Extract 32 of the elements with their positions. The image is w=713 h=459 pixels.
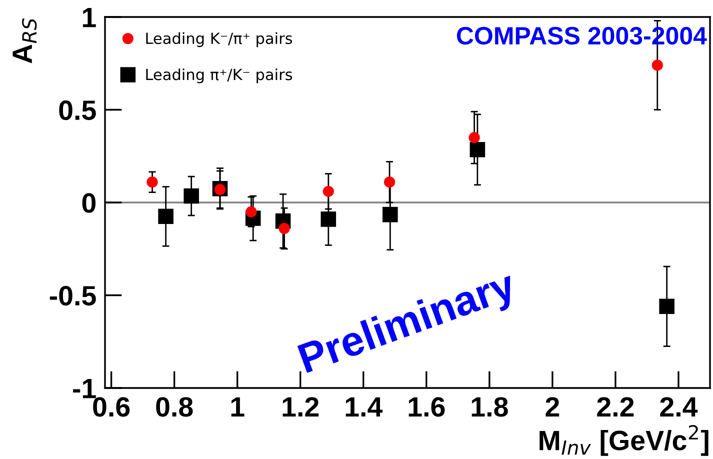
point [278, 222, 290, 234]
x-tick-label: 2.4 [660, 397, 698, 416]
y-tick-label: 0 [82, 193, 96, 213]
x-tick-label: 1 [231, 397, 244, 416]
x-tick-label: 1.4 [346, 397, 383, 416]
point [146, 176, 158, 188]
legend-label: Leading K⁻/π⁺ pairs [146, 32, 292, 48]
point [384, 176, 396, 188]
point [320, 212, 336, 227]
x-tick-label: 0.8 [156, 397, 193, 417]
point [652, 60, 663, 71]
x-axis-title: M$_{Inv}$ [GeV/c$^{2}$] [540, 425, 708, 456]
y-tick-label: 0.5 [59, 100, 96, 120]
y-tick-label: -1 [73, 378, 96, 398]
x-tick-label: 1.8 [472, 397, 508, 417]
point [184, 188, 199, 204]
point [158, 208, 174, 224]
y-axis-title: A$_{RS}$ [12, 18, 37, 64]
x-tick-label: 1.2 [282, 397, 319, 416]
x-tick-label: 0.6 [93, 397, 130, 417]
y-tick-label: -0.5 [50, 286, 96, 306]
point [468, 132, 480, 144]
y-tick-label: 1 [82, 8, 96, 28]
point [382, 206, 398, 222]
x-tick-label: 2.2 [597, 397, 634, 416]
point [322, 186, 334, 197]
legend-label: Leading π⁺/K⁻ pairs [146, 68, 292, 84]
x-tick-label: 1.6 [408, 397, 445, 417]
x-tick-label: 2 [546, 397, 560, 416]
point [470, 142, 486, 158]
point [246, 206, 257, 218]
point [659, 298, 674, 314]
